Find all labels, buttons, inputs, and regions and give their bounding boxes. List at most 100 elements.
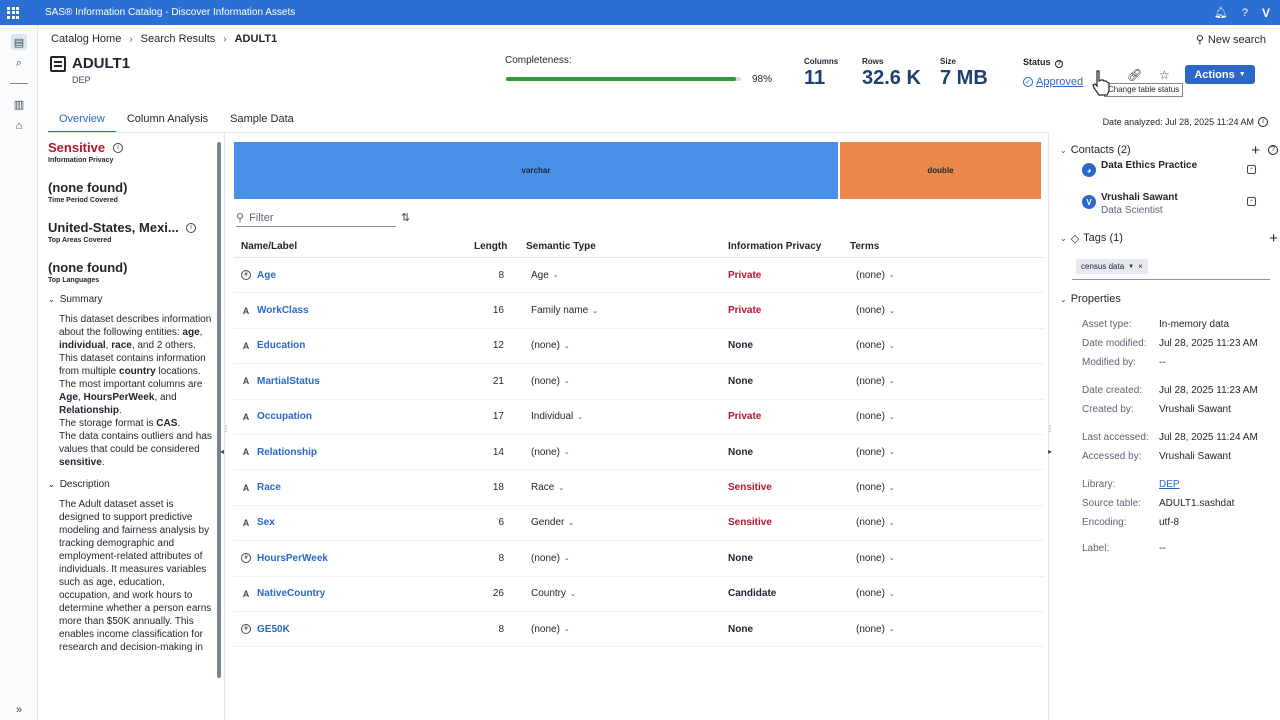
column-name-link[interactable]: # GE50K	[241, 624, 290, 635]
notifications-bell-icon[interactable]: 🔔︎	[1213, 7, 1228, 19]
collapse-right-icon[interactable]: ▸	[1048, 447, 1053, 456]
semantic-type-dropdown[interactable]: Age ⌄	[531, 270, 559, 281]
tab-column-analysis[interactable]: Column Analysis	[126, 113, 209, 125]
property-value[interactable]: DEP	[1159, 479, 1180, 490]
terms-dropdown[interactable]: (none) ⌄	[856, 553, 895, 564]
header-length[interactable]: Length	[474, 241, 508, 252]
table-row[interactable]: A Relationship 14 (none) ⌄ None (none) ⌄	[234, 435, 1044, 471]
column-name-link[interactable]: A Relationship	[241, 447, 317, 458]
terms-dropdown[interactable]: (none) ⌄	[856, 588, 895, 599]
header-terms[interactable]: Terms	[850, 241, 880, 252]
link-icon[interactable]: 🔗︎	[1127, 68, 1143, 82]
semantic-type-dropdown[interactable]: Gender ⌄	[531, 517, 574, 528]
column-name-link[interactable]: # HoursPerWeek	[241, 553, 328, 564]
terms-dropdown[interactable]: (none) ⌄	[856, 411, 895, 422]
table-row[interactable]: # GE50K 8 (none) ⌄ None (none) ⌄	[234, 612, 1044, 648]
table-row[interactable]: A Education 12 (none) ⌄ None (none) ⌄	[234, 329, 1044, 365]
star-icon[interactable]: ☆	[1159, 68, 1170, 82]
remove-tag-icon[interactable]: ×	[1138, 262, 1143, 271]
explore-icon[interactable]: ⌕	[15, 56, 23, 69]
semantic-type-dropdown[interactable]: (none) ⌄	[531, 340, 570, 351]
terms-dropdown[interactable]: (none) ⌄	[856, 340, 895, 351]
header-name[interactable]: Name/Label	[241, 241, 298, 252]
table-row[interactable]: A Race 18 Race ⌄ Sensitive (none) ⌄	[234, 470, 1044, 506]
semantic-type-dropdown[interactable]: (none) ⌄	[531, 553, 570, 564]
tab-sample-data[interactable]: Sample Data	[230, 113, 294, 125]
terms-dropdown[interactable]: (none) ⌄	[856, 447, 895, 458]
breadcrumb-catalog-home[interactable]: Catalog Home	[51, 33, 122, 45]
table-row[interactable]: A MartialStatus 21 (none) ⌄ None (none) ⌄	[234, 364, 1044, 400]
app-switcher-button[interactable]	[0, 0, 26, 25]
filter-input[interactable]: ⚲ Filter	[236, 209, 396, 227]
table-row[interactable]: A WorkClass 16 Family name ⌄ Private (none) ⌄	[234, 293, 1044, 329]
semantic-type-value: (none)	[531, 375, 560, 387]
type-segment-varchar[interactable]: varchar	[234, 142, 838, 199]
tag-chip[interactable]: census data ▼ ×	[1076, 259, 1148, 274]
add-tag-icon[interactable]: +	[1269, 229, 1278, 247]
help-icon[interactable]: ?	[1241, 6, 1248, 19]
semantic-type-dropdown[interactable]: Family name ⌄	[531, 305, 598, 316]
help-circle-icon[interactable]: ?	[1055, 60, 1064, 68]
semantic-type-dropdown[interactable]: Country ⌄	[531, 588, 576, 599]
info-icon[interactable]: i	[113, 142, 123, 153]
description-toggle[interactable]: ⌄ Description	[48, 479, 216, 490]
books-icon[interactable]: ▥	[13, 98, 25, 111]
tags-input[interactable]: census data ▼ ×	[1072, 254, 1270, 280]
semantic-type-dropdown[interactable]: (none) ⌄	[531, 447, 570, 458]
column-name-link[interactable]: A Race	[241, 482, 281, 493]
filter-options-icon[interactable]: ⇅	[401, 212, 411, 224]
header-information-privacy[interactable]: Information Privacy	[728, 241, 822, 252]
info-icon[interactable]: i	[186, 222, 196, 233]
status-value-link[interactable]: ✓ Approved	[1023, 76, 1083, 88]
table-row[interactable]: # HoursPerWeek 8 (none) ⌄ None (none) ⌄	[234, 541, 1044, 577]
breadcrumb-search-results[interactable]: Search Results	[140, 33, 216, 45]
splitter-handle-icon[interactable]: ⋮	[1046, 424, 1054, 433]
terms-dropdown[interactable]: (none) ⌄	[856, 517, 895, 528]
expand-rail-icon[interactable]: »	[15, 704, 23, 716]
semantic-type-dropdown[interactable]: (none) ⌄	[531, 624, 570, 635]
column-name-link[interactable]: # Age	[241, 270, 276, 281]
contact-item[interactable]: ◕ Data Ethics Practice −	[1082, 160, 1270, 192]
help-circle-icon[interactable]: ?	[1268, 145, 1278, 155]
contact-options-icon[interactable]: −	[1247, 197, 1256, 206]
column-name-link[interactable]: A WorkClass	[241, 305, 309, 316]
column-name-link[interactable]: A Education	[241, 340, 306, 351]
terms-dropdown[interactable]: (none) ⌄	[856, 305, 895, 316]
terms-dropdown[interactable]: (none) ⌄	[856, 270, 895, 281]
splitter-handle-icon[interactable]: ⋮	[222, 424, 230, 433]
add-contact-icon[interactable]: +	[1251, 141, 1260, 159]
column-name-link[interactable]: A Sex	[241, 517, 275, 528]
column-name-link[interactable]: A NativeCountry	[241, 588, 326, 599]
summary-toggle[interactable]: ⌄ Summary	[48, 294, 216, 305]
properties-header[interactable]: ⌄ Properties	[1060, 289, 1270, 309]
column-name-link[interactable]: A Occupation	[241, 411, 312, 422]
table-row[interactable]: # Age 8 Age ⌄ Private (none) ⌄	[234, 258, 1044, 294]
tab-overview[interactable]: Overview	[48, 107, 116, 133]
table-row[interactable]: A NativeCountry 26 Country ⌄ Candidate (none) ⌄	[234, 577, 1044, 612]
tags-header[interactable]: ⌄ ◇ Tags (1) +	[1060, 228, 1278, 248]
chevron-down-icon: ⌄	[577, 413, 584, 421]
info-icon[interactable]: i	[1258, 117, 1268, 127]
contacts-header[interactable]: ⌄ Contacts (2) + ?	[1060, 140, 1278, 160]
contact-options-icon[interactable]: −	[1247, 165, 1256, 174]
semantic-type-dropdown[interactable]: Race ⌄	[531, 482, 564, 493]
user-avatar[interactable]: V	[1261, 5, 1270, 20]
terms-dropdown[interactable]: (none) ⌄	[856, 482, 895, 493]
catalog-icon[interactable]: ▤	[11, 34, 27, 50]
tags-nav-icon[interactable]: ⌂	[15, 120, 23, 132]
terms-dropdown[interactable]: (none) ⌄	[856, 376, 895, 387]
semantic-type-dropdown[interactable]: Individual ⌄	[531, 411, 583, 422]
type-segment-double[interactable]: double	[840, 142, 1041, 199]
left-nav-rail: ▤ ⌕ ▥ ⌂ »	[0, 25, 38, 720]
contact-item[interactable]: V Vrushali Sawant Data Scientist −	[1082, 192, 1270, 224]
header-semantic-type[interactable]: Semantic Type	[526, 241, 596, 252]
actions-button[interactable]: Actions ▼	[1185, 65, 1255, 84]
table-row[interactable]: A Occupation 17 Individual ⌄ Private (none) ⌄	[234, 400, 1044, 435]
semantic-type-dropdown[interactable]: (none) ⌄	[531, 376, 570, 387]
column-name-link[interactable]: A MartialStatus	[241, 376, 320, 387]
new-search-button[interactable]: ⚲ New search	[1196, 33, 1266, 47]
table-row[interactable]: A Sex 6 Gender ⌄ Sensitive (none) ⌄	[234, 506, 1044, 542]
collapse-left-icon[interactable]: ◂	[220, 447, 225, 456]
terms-dropdown[interactable]: (none) ⌄	[856, 624, 895, 635]
insights-scrollbar[interactable]	[217, 142, 221, 678]
